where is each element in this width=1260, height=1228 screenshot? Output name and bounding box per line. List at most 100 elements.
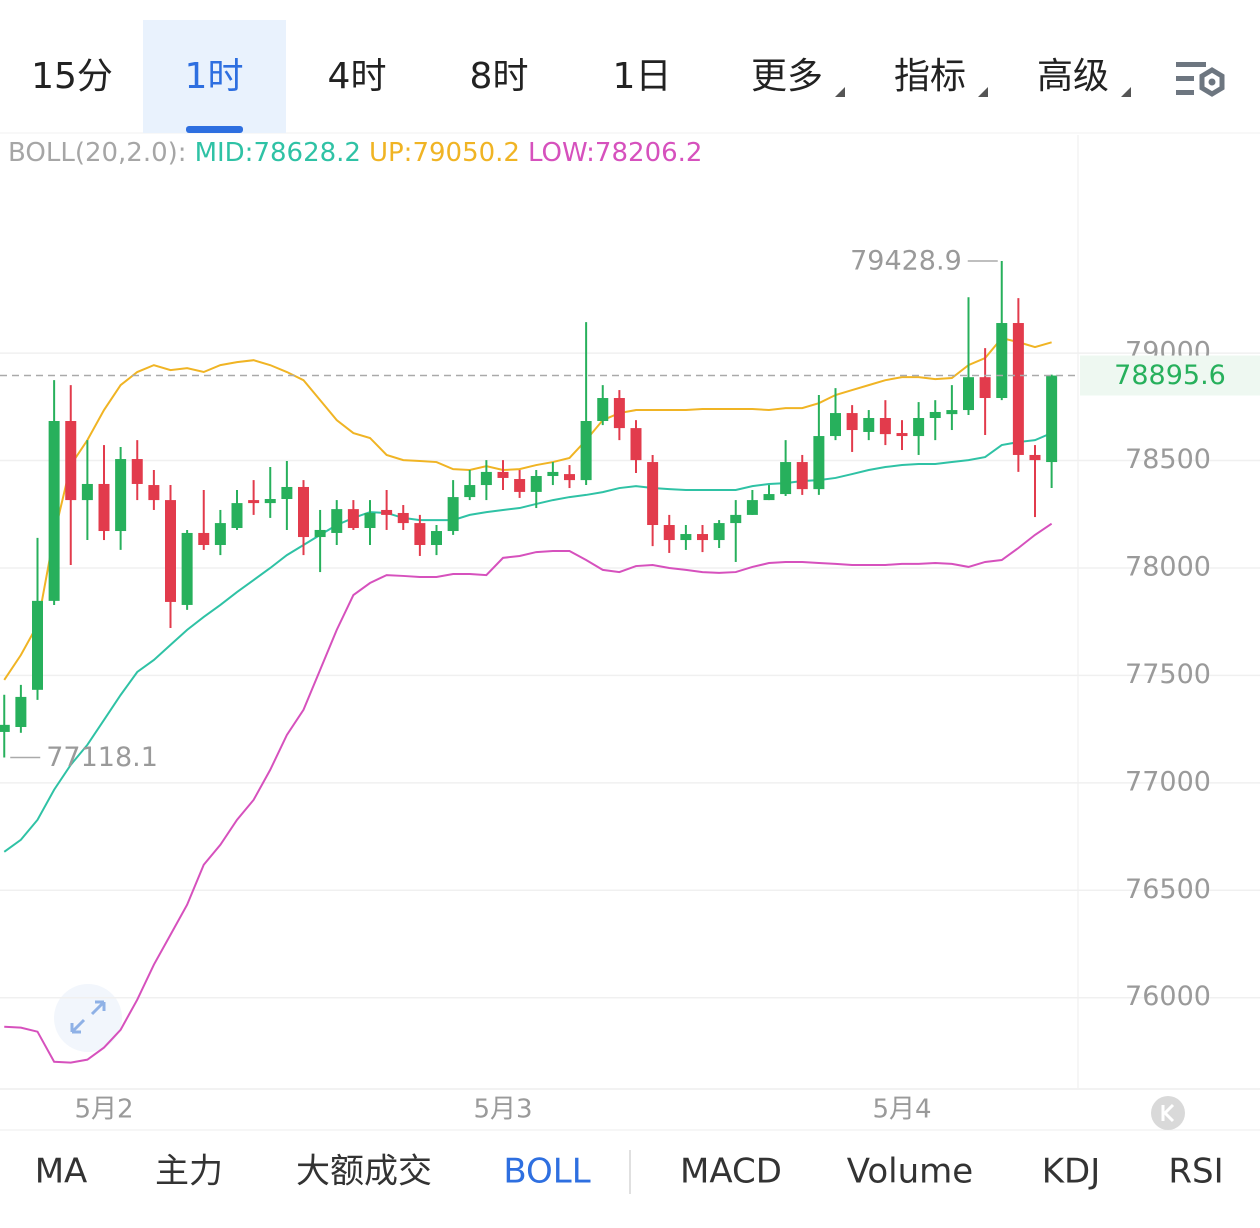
candle-body — [165, 500, 176, 602]
candle-body — [1029, 454, 1041, 461]
candle-body — [796, 462, 808, 490]
period-tab[interactable]: 指标 — [894, 56, 966, 97]
period-tab[interactable]: 1时 — [185, 56, 244, 97]
x-tick-label: 5月4 — [872, 1095, 931, 1125]
indicator-title: BOLL(20,2.0): — [8, 138, 187, 168]
indicator-header: BOLL(20,2.0): MID:78628.2 UP:79050.2 LOW:78… — [8, 138, 702, 168]
indicator-tab[interactable]: 大额成交 — [296, 1152, 432, 1192]
k-bg — [1151, 1096, 1185, 1130]
last-price-label: 78895.6 — [1114, 360, 1226, 391]
expand-bg — [54, 984, 122, 1052]
period-tab[interactable]: 更多 — [751, 56, 823, 97]
candle-body — [248, 500, 260, 504]
dropdown-mark — [835, 87, 845, 97]
y-tick-label: 77000 — [1125, 766, 1211, 797]
candle-body — [547, 471, 559, 477]
y-tick-label: 76500 — [1125, 874, 1211, 905]
candle-body — [846, 413, 858, 431]
candle-body — [314, 529, 326, 538]
icon-bar — [1176, 62, 1206, 67]
candle-body — [347, 509, 359, 529]
tab-active-bg — [143, 20, 286, 133]
dropdown-mark — [1121, 87, 1131, 97]
indicator-tab[interactable]: KDJ — [1042, 1152, 1101, 1192]
indicator-value: UP:79050.2 — [369, 138, 520, 168]
candle-body — [431, 531, 442, 545]
candle-body — [746, 500, 758, 515]
settings-icon[interactable] — [1176, 62, 1225, 97]
candle-body — [763, 494, 775, 501]
candle-body — [929, 411, 941, 418]
x-tick-label: 5月3 — [473, 1095, 532, 1125]
candle-body — [148, 485, 160, 501]
period-tab[interactable]: 4时 — [328, 56, 387, 97]
indicator-tab[interactable]: Volume — [847, 1152, 973, 1192]
candle-body — [480, 471, 492, 486]
max-label: 79428.9 — [850, 245, 962, 276]
period-tab[interactable]: 15分 — [31, 56, 113, 97]
indicator-tab[interactable]: MACD — [680, 1152, 782, 1192]
period-tab[interactable]: 1日 — [613, 56, 672, 97]
expand-button[interactable] — [54, 984, 122, 1052]
candle-body — [630, 428, 642, 461]
candle-body — [713, 523, 725, 541]
k-glyph — [1161, 1103, 1175, 1123]
band-line — [4, 522, 1053, 1064]
indicator-value: LOW:78206.2 — [528, 138, 702, 168]
candle-body — [1046, 375, 1058, 463]
candle-body — [32, 600, 43, 690]
period-tab[interactable]: 8时 — [470, 56, 529, 97]
candle-body — [381, 509, 393, 515]
candle-body — [131, 459, 143, 484]
band-line — [3, 336, 1052, 681]
candle-body — [730, 514, 742, 524]
candle-body — [15, 696, 27, 727]
candle-body — [564, 474, 575, 481]
dropdown-mark — [978, 87, 988, 97]
candle-body — [514, 479, 526, 492]
candle-body — [497, 471, 509, 478]
candle-body — [65, 421, 77, 501]
candle-body — [414, 523, 426, 545]
candle-body — [331, 509, 343, 533]
candle-body — [996, 323, 1008, 399]
candle-body — [979, 377, 991, 399]
candle-body — [264, 499, 276, 504]
min-label: 77118.1 — [46, 742, 158, 773]
candle-body — [580, 421, 592, 481]
indicator-tab[interactable]: MA — [35, 1152, 88, 1192]
candle-body — [597, 398, 609, 422]
icon-dot — [1208, 78, 1216, 86]
candle-body — [963, 377, 974, 411]
k-button[interactable] — [1151, 1096, 1185, 1130]
candle-body — [214, 523, 226, 545]
candle-body — [198, 532, 210, 545]
candle-body — [680, 534, 692, 541]
candle-body — [181, 532, 193, 605]
period-tab[interactable]: 高级 — [1037, 56, 1109, 97]
y-tick-label: 77500 — [1125, 659, 1211, 690]
candle-body — [879, 417, 891, 435]
expand-arrows — [70, 1000, 106, 1034]
candle-body — [913, 417, 925, 437]
candle-body — [81, 483, 93, 501]
indicator-tab[interactable]: BOLL — [503, 1152, 590, 1192]
y-tick-label: 78000 — [1125, 551, 1211, 582]
candle-body — [946, 410, 958, 415]
candle-body — [697, 534, 708, 541]
indicator-tab[interactable]: 主力 — [155, 1152, 223, 1192]
candle-body — [48, 421, 60, 601]
candle-body — [397, 512, 409, 524]
candle-body — [447, 497, 459, 532]
candle-body — [464, 485, 476, 498]
candle-body — [115, 459, 127, 532]
candle-body — [780, 462, 792, 495]
candle-body — [896, 433, 908, 437]
candle-body — [863, 417, 875, 432]
indicator-value: MID:78628.2 — [195, 138, 361, 168]
indicator-tab[interactable]: RSI — [1168, 1152, 1223, 1192]
candle-body — [813, 436, 825, 490]
last-price-tag — [1080, 355, 1260, 396]
